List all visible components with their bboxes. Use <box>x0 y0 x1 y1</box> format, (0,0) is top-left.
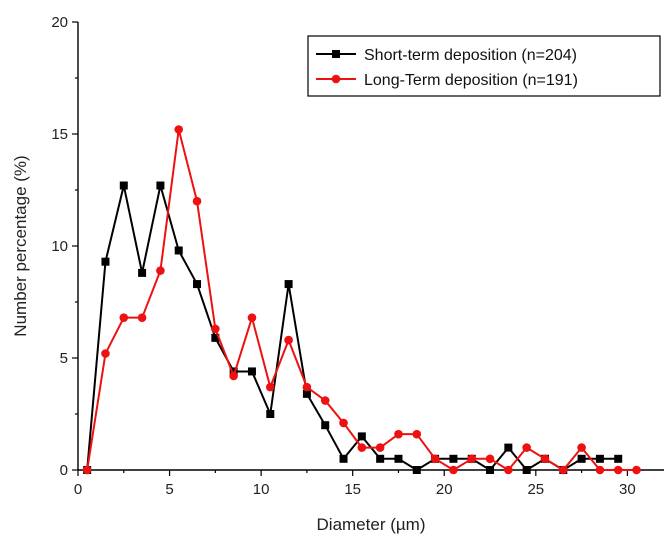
data-point <box>101 349 110 358</box>
y-axis-label: Number percentage (%) <box>11 155 30 336</box>
data-point <box>339 454 348 463</box>
data-point <box>394 429 403 439</box>
series-line <box>86 128 637 471</box>
data-point <box>558 465 568 475</box>
legend-label: Short-term deposition (n=204) <box>364 47 577 64</box>
data-point <box>394 454 403 463</box>
data-point <box>320 396 330 405</box>
y-tick-label: 20 <box>51 14 68 31</box>
data-point <box>247 367 256 376</box>
x-tick-label: 0 <box>74 481 82 498</box>
legend-marker <box>331 74 341 84</box>
data-point <box>595 465 605 475</box>
data-point <box>156 181 165 190</box>
data-point <box>522 466 531 474</box>
data-point <box>302 389 311 398</box>
y-tick-label: 0 <box>60 462 68 479</box>
x-tick-label: 15 <box>344 481 361 498</box>
data-point <box>174 246 183 255</box>
data-point <box>577 454 586 463</box>
data-point <box>614 454 623 463</box>
data-point <box>412 466 421 474</box>
x-tick-label: 25 <box>527 481 544 498</box>
data-point <box>449 454 458 463</box>
y-tick-label: 10 <box>51 238 68 255</box>
x-axis-label: Diameter (µm) <box>317 515 426 534</box>
data-point <box>430 454 440 464</box>
data-point <box>284 280 293 289</box>
data-point <box>467 454 477 464</box>
data-point <box>357 443 367 452</box>
legend-label: Long-Term deposition (n=191) <box>364 72 578 89</box>
data-point <box>302 382 312 392</box>
data-point <box>82 465 92 475</box>
x-tick-label: 10 <box>253 481 270 498</box>
x-tick-label: 5 <box>165 481 173 498</box>
data-point <box>613 465 623 475</box>
data-point <box>156 266 165 275</box>
data-point <box>504 443 513 452</box>
legend-box <box>307 35 661 97</box>
data-point <box>449 465 458 475</box>
data-point <box>522 443 531 452</box>
series-1 <box>83 181 623 474</box>
data-point <box>247 313 257 322</box>
series-layer <box>82 125 641 475</box>
x-tick-label: 20 <box>436 481 453 498</box>
y-tick-label: 15 <box>51 126 68 143</box>
data-point <box>504 465 513 475</box>
data-point <box>138 268 147 277</box>
data-point <box>595 454 604 463</box>
legend-marker <box>332 50 340 58</box>
series-2 <box>82 125 641 475</box>
data-point <box>376 454 385 463</box>
data-point <box>485 454 495 464</box>
data-point <box>375 443 385 452</box>
data-point <box>211 324 220 334</box>
legend: Short-term deposition (n=204) Long-Term d… <box>307 35 661 97</box>
data-point <box>193 280 202 289</box>
data-point <box>412 429 422 439</box>
data-point <box>192 196 202 206</box>
y-tick-label: 5 <box>60 350 68 367</box>
legend-item: Short-term deposition (n=204) <box>316 47 577 64</box>
data-point <box>174 125 184 134</box>
data-point <box>540 454 550 464</box>
legend-item: Long-Term deposition (n=191) <box>316 72 578 89</box>
data-point <box>137 313 147 322</box>
data-point <box>357 432 366 441</box>
data-point <box>101 257 110 266</box>
data-point <box>486 466 495 474</box>
data-point <box>321 421 330 430</box>
data-point <box>211 333 220 342</box>
data-point <box>632 465 641 475</box>
data-point <box>266 410 275 418</box>
data-point <box>265 382 275 392</box>
data-point <box>339 418 348 428</box>
x-tick-label: 30 <box>619 481 636 498</box>
data-point <box>229 371 238 381</box>
data-point <box>577 443 586 452</box>
data-point <box>119 313 129 322</box>
data-point <box>284 335 293 345</box>
data-point <box>229 367 238 376</box>
data-point <box>119 181 128 190</box>
